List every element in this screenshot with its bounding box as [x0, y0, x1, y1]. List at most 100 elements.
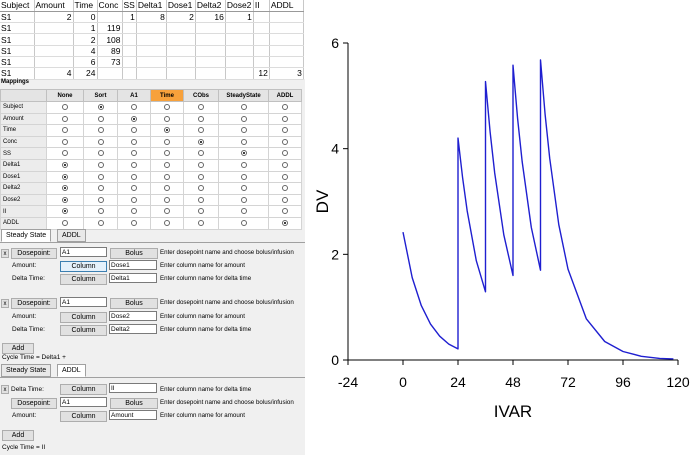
mapping-radio[interactable]	[131, 104, 137, 110]
mapping-radio[interactable]	[240, 208, 247, 215]
grid-header-amount[interactable]: Amount	[34, 0, 74, 12]
mapping-radio[interactable]	[131, 138, 137, 145]
amount-2-input[interactable]: Dose2	[109, 311, 157, 321]
mapping-radio[interactable]	[62, 185, 68, 192]
delta-1-input[interactable]: Delta1	[109, 273, 157, 283]
mapping-radio[interactable]	[198, 150, 204, 157]
addl-dosepoint-button[interactable]: Dosepoint:	[11, 398, 57, 409]
dosepoint-2-input[interactable]: A1	[60, 297, 107, 307]
grid-cell[interactable]: 2	[73, 33, 98, 46]
grid-cell[interactable]	[225, 33, 254, 46]
grid-cell[interactable]	[34, 33, 74, 46]
mapping-radio[interactable]	[198, 161, 204, 168]
mapping-radio[interactable]	[164, 115, 170, 122]
grid-header-dose2[interactable]: Dose2	[225, 0, 254, 12]
grid-cell[interactable]	[136, 22, 167, 35]
delta-2-column-button[interactable]: Column	[60, 325, 107, 336]
mapping-radio[interactable]	[164, 208, 170, 215]
grid-cell[interactable]	[195, 22, 226, 35]
mapping-column-a1[interactable]: A1	[117, 89, 151, 102]
mapping-column-steadystate[interactable]: SteadyState	[218, 89, 269, 102]
grid-cell[interactable]: 6	[73, 56, 98, 69]
grid-cell[interactable]	[269, 11, 304, 24]
mapping-radio[interactable]	[97, 127, 104, 134]
tab-addl[interactable]: ADDL	[57, 229, 86, 242]
mapping-radio[interactable]	[240, 196, 247, 203]
grid-cell[interactable]	[34, 56, 74, 69]
mapping-radio[interactable]	[198, 173, 204, 180]
mapping-radio[interactable]	[282, 104, 288, 110]
grid-header-addl[interactable]: ADDL	[269, 0, 304, 12]
grid-cell[interactable]: S1	[0, 11, 35, 24]
addl-bolus-button[interactable]: Bolus	[110, 398, 158, 409]
mapping-radio[interactable]	[198, 196, 204, 203]
mapping-radio[interactable]	[62, 150, 68, 157]
grid-cell[interactable]	[122, 22, 137, 35]
dosepoint-2-button[interactable]: Dosepoint:	[11, 298, 57, 309]
grid-cell[interactable]	[97, 67, 123, 80]
mapping-radio[interactable]	[97, 104, 104, 110]
mapping-radio[interactable]	[164, 127, 170, 134]
mapping-radio[interactable]	[62, 173, 68, 180]
grid-cell[interactable]: 119	[97, 22, 123, 35]
grid-cell[interactable]: 1	[122, 11, 137, 24]
mapping-radio[interactable]	[282, 127, 288, 134]
remove-dosepoint-1-button[interactable]: x	[1, 249, 9, 258]
mapping-radio[interactable]	[240, 173, 247, 180]
mapping-radio[interactable]	[240, 161, 247, 168]
grid-cell[interactable]: 3	[269, 67, 304, 80]
grid-cell[interactable]	[166, 33, 196, 46]
mapping-column-none[interactable]: None	[46, 89, 84, 102]
mapping-radio[interactable]	[240, 219, 247, 226]
mapping-radio[interactable]	[131, 185, 137, 192]
tab-steady-state-2[interactable]: Steady State	[1, 364, 52, 377]
addl-delta-column-button[interactable]: Column	[60, 384, 107, 395]
grid-cell[interactable]	[195, 33, 226, 46]
mapping-radio[interactable]	[97, 185, 104, 192]
mapping-radio[interactable]	[62, 127, 68, 134]
grid-cell[interactable]	[166, 22, 196, 35]
mapping-radio[interactable]	[97, 173, 104, 180]
grid-cell[interactable]	[269, 56, 304, 69]
grid-header-subject[interactable]: Subject	[0, 0, 35, 12]
remove-dosepoint-2-button[interactable]: x	[1, 299, 9, 308]
mapping-radio[interactable]	[240, 185, 247, 192]
grid-cell[interactable]	[34, 45, 74, 57]
mapping-radio[interactable]	[62, 219, 68, 226]
mapping-radio[interactable]	[240, 104, 247, 110]
mapping-radio[interactable]	[164, 196, 170, 203]
grid-cell[interactable]	[253, 56, 270, 69]
delta-1-column-button[interactable]: Column	[60, 274, 107, 285]
grid-cell[interactable]	[122, 56, 137, 69]
tab-steady-state[interactable]: Steady State	[1, 229, 52, 242]
grid-cell[interactable]	[253, 33, 270, 46]
mapping-radio[interactable]	[198, 127, 204, 134]
grid-header-time[interactable]: Time	[73, 0, 98, 12]
mapping-radio[interactable]	[131, 219, 137, 226]
mapping-radio[interactable]	[62, 104, 68, 110]
grid-cell[interactable]	[195, 56, 226, 69]
addl-amount-column-button[interactable]: Column	[60, 411, 107, 422]
grid-cell[interactable]: 1	[73, 22, 98, 35]
grid-header-delta1[interactable]: Delta1	[136, 0, 167, 12]
grid-cell[interactable]	[166, 56, 196, 69]
mapping-radio[interactable]	[240, 127, 247, 134]
grid-cell[interactable]	[253, 11, 270, 24]
addl-amount-input[interactable]: Amount	[109, 410, 157, 420]
mapping-column-addl[interactable]: ADDL	[268, 89, 302, 102]
grid-cell[interactable]: S1	[0, 33, 35, 46]
mapping-radio[interactable]	[282, 150, 288, 157]
grid-header-dose1[interactable]: Dose1	[166, 0, 196, 12]
grid-cell[interactable]: 16	[195, 11, 226, 24]
grid-cell[interactable]	[253, 45, 270, 57]
mapping-radio[interactable]	[97, 208, 104, 215]
mapping-radio[interactable]	[164, 185, 170, 192]
mapping-radio[interactable]	[97, 196, 104, 203]
grid-cell[interactable]	[195, 67, 226, 80]
mapping-radio[interactable]	[198, 219, 204, 226]
grid-cell[interactable]: 2	[34, 11, 74, 24]
grid-cell[interactable]	[166, 45, 196, 57]
mapping-radio[interactable]	[62, 196, 68, 203]
addl-add-button[interactable]: Add	[2, 430, 34, 441]
delta-2-input[interactable]: Delta2	[109, 324, 157, 334]
